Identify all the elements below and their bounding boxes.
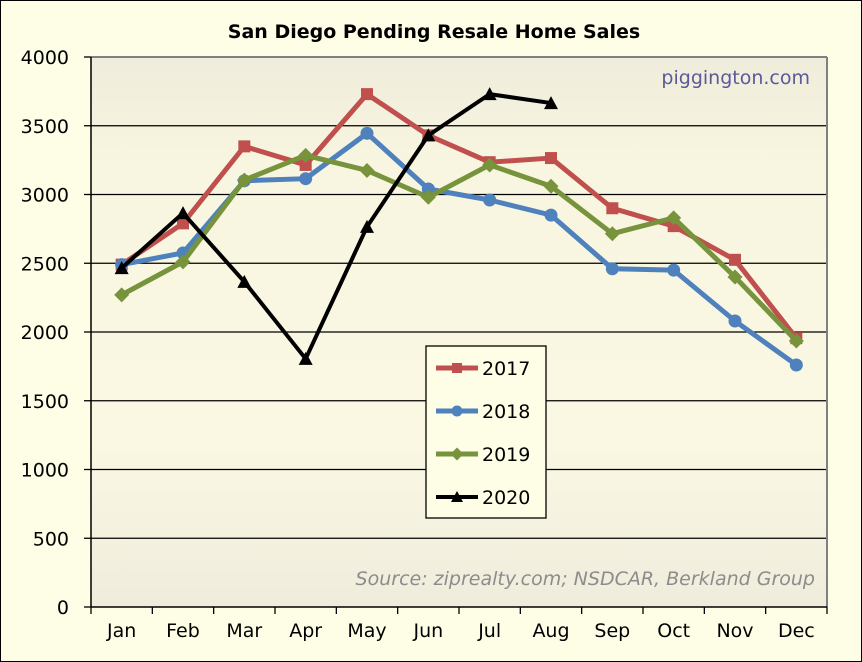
data-point-2019 [359,162,375,178]
y-axis-ticks: 0 500 1000 1500 2000 2500 3000 3500 4000 [21,47,91,619]
y-tick-label: 1000 [21,460,69,482]
data-point-2019 [604,226,620,242]
data-point-2017 [606,202,619,215]
series-2019 [114,147,804,349]
data-point-2019 [482,157,498,173]
x-tick-label: Jun [412,620,443,642]
x-tick-label: Aug [532,620,569,642]
data-point-2017 [299,158,312,171]
data-point-2018 [605,262,619,276]
y-tick-label: 0 [57,597,69,619]
x-tick-label: Mar [226,620,262,642]
data-point-2019 [298,147,314,163]
legend-label: 2017 [482,358,530,380]
x-tick-label: Nov [716,620,753,642]
legend-label: 2018 [482,401,530,423]
data-point-2020 [421,128,436,142]
legend-swatch-marker [452,363,462,373]
legend-item-2017: 2017 [436,358,530,380]
legend-swatch-marker [451,491,463,502]
x-axis-ticks: Jan Feb Mar Apr May Jun Jul Aug Sep Oct Nov Dec [90,607,828,642]
data-point-2017 [545,152,557,165]
data-point-2017 [729,253,741,266]
y-tick-label: 500 [33,528,69,550]
data-point-2019 [420,189,436,205]
legend: 2017 2018 2019 2020 [425,345,547,519]
x-tick-label: Oct [657,620,690,642]
data-point-2019 [236,172,252,188]
legend-swatch-marker [451,405,463,417]
x-tick-label: May [347,620,386,642]
legend-label: 2020 [482,487,530,509]
data-point-2020 [237,274,252,288]
chart-title: San Diego Pending Resale Home Sales [228,21,640,43]
data-point-2017 [238,140,251,153]
data-point-2018 [544,208,558,222]
data-point-2019 [727,269,743,285]
data-point-2018 [421,182,435,196]
data-point-2020 [114,261,129,275]
y-tick-label: 4000 [21,47,69,69]
series-line-2017 [120,91,799,340]
data-point-2019 [114,287,130,303]
data-point-2019 [666,210,682,226]
watermark: piggington.com [661,67,810,89]
data-point-2019 [788,333,804,349]
legend-box [425,345,547,519]
data-point-2020 [544,96,558,110]
source-note: Source: ziprealty.com; NSDCAR, Berkland … [356,568,815,590]
x-tick-label: Apr [289,620,322,642]
data-point-2018 [299,172,313,186]
legend-label: 2019 [482,444,530,466]
series-group [114,87,804,372]
data-point-2019 [543,178,559,194]
legend-swatch-marker [450,447,464,461]
x-tick-label: Dec [778,620,815,642]
data-point-2018 [483,193,497,207]
y-tick-label: 2000 [21,322,69,344]
data-point-2020 [360,219,374,233]
y-tick-label: 2500 [21,253,69,275]
data-point-2020 [482,87,497,101]
data-point-2018 [667,263,681,277]
legend-item-2019: 2019 [436,444,530,466]
y-tick-label: 1500 [21,391,69,413]
series-line-2019 [120,152,799,343]
data-point-2020 [298,351,313,365]
x-tick-label: Jan [106,620,136,642]
legend-item-2020: 2020 [436,487,530,509]
data-point-2019 [175,254,191,270]
x-tick-label: Sep [594,620,630,642]
x-tick-label: Jul [477,620,501,642]
data-point-2020 [176,206,190,220]
data-point-2017 [177,217,189,230]
series-2020 [114,87,558,365]
y-tick-label: 3500 [21,116,69,138]
series-line-2020 [120,92,552,361]
data-point-2017 [361,88,373,101]
y-tick-label: 3000 [21,185,69,207]
data-point-2018 [789,358,803,372]
data-point-2018 [360,126,374,140]
data-point-2018 [728,314,742,328]
x-tick-label: Feb [166,620,200,642]
legend-item-2018: 2018 [436,401,530,423]
